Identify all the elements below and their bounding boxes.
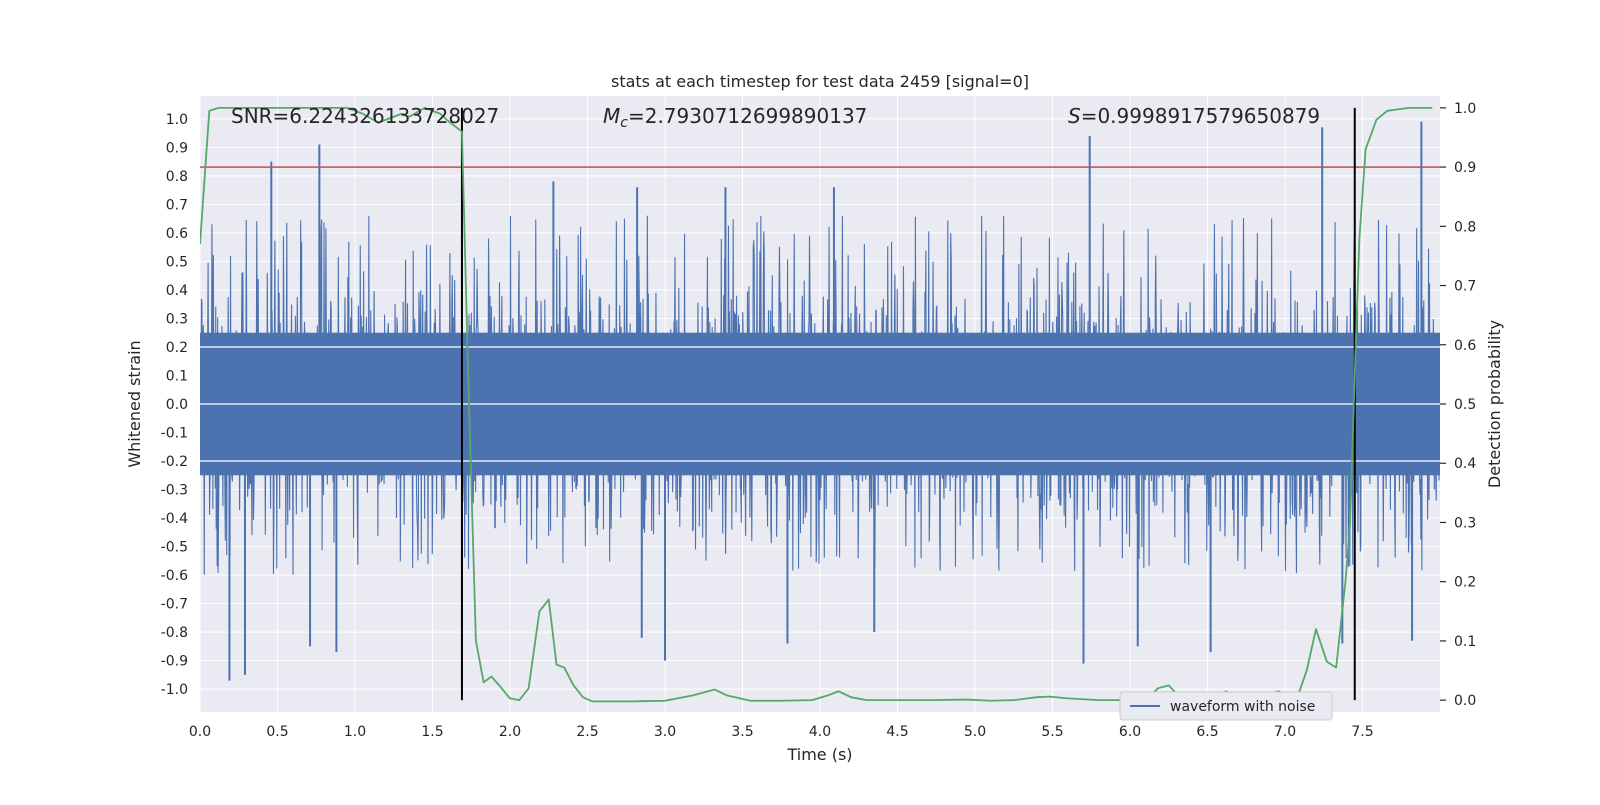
x-tick-label: 1.5: [421, 724, 443, 740]
y2-tick-label: 0.4: [1454, 456, 1476, 472]
y-tick-label: 0.5: [166, 254, 188, 270]
legend: waveform with noise: [1119, 691, 1333, 721]
snr-annotation: SNR=6.224326133728027: [231, 104, 499, 128]
s-annotation: S=0.9998917579650879: [1068, 104, 1320, 128]
y-tick-label: -0.6: [161, 568, 188, 584]
y-tick-label: -0.4: [161, 511, 188, 527]
y-tick-label: 0.8: [166, 169, 188, 185]
y2-axis-label: Detection probability: [1485, 320, 1504, 488]
y2-axis-ticks: 1.0 0.9 0.8 0.7 0.6 0.5 0.4 0.3 0.2 0.1 0.0: [1440, 101, 1476, 709]
chart-title: stats at each timestep for test data 245…: [611, 72, 1029, 91]
x-tick-label: 3.0: [654, 724, 676, 740]
y-tick-label: -0.7: [161, 597, 188, 613]
x-tick-label: 7.0: [1274, 724, 1296, 740]
y-tick-label: -1.0: [161, 682, 188, 698]
y-tick-label: -0.9: [161, 654, 188, 670]
x-tick-label: 2.0: [499, 724, 521, 740]
y2-tick-label: 0.7: [1454, 279, 1476, 295]
y2-tick-label: 0.1: [1454, 634, 1476, 650]
legend-entry-waveform: waveform with noise: [1170, 699, 1315, 715]
y-tick-label: -0.8: [161, 625, 188, 641]
chirp-mass-value: =2.7930712699890137: [628, 104, 867, 128]
y-tick-label: -0.1: [161, 426, 188, 442]
y-tick-label: 1.0: [166, 112, 188, 128]
y2-tick-label: 0.0: [1454, 693, 1476, 709]
y-tick-label: 0.9: [166, 140, 188, 156]
s-value: =0.9998917579650879: [1081, 104, 1320, 128]
legend-box: [1119, 691, 1333, 721]
x-tick-label: 0.0: [189, 724, 211, 740]
y-tick-label: 0.0: [166, 397, 188, 413]
y-tick-label: 0.3: [166, 311, 188, 327]
y-tick-label: -0.3: [161, 483, 188, 499]
y-axis-label: Whitened strain: [125, 340, 144, 467]
x-tick-label: 3.5: [731, 724, 753, 740]
y2-tick-label: 0.8: [1454, 219, 1476, 235]
x-tick-label: 4.0: [809, 724, 831, 740]
x-tick-label: 5.0: [964, 724, 986, 740]
y2-tick-label: 0.3: [1454, 515, 1476, 531]
x-axis-ticks: 0.0 0.5 1.0 1.5 2.0 2.5 3.0 3.5 4.0 4.5 5.0 5.5 6.0 6…: [189, 724, 1374, 740]
chirp-mass-subscript: c: [620, 115, 628, 131]
s-symbol: S: [1068, 104, 1081, 128]
x-tick-label: 4.5: [886, 724, 908, 740]
plot-area: [200, 106, 1440, 703]
x-tick-label: 5.5: [1041, 724, 1063, 740]
y2-tick-label: 1.0: [1454, 101, 1476, 117]
y-tick-label: 0.6: [166, 226, 188, 242]
x-tick-label: 7.5: [1351, 724, 1373, 740]
y-tick-label: 0.7: [166, 197, 188, 213]
y2-tick-label: 0.2: [1454, 575, 1476, 591]
chirp-mass-symbol: M: [603, 104, 620, 128]
x-axis-label: Time (s): [786, 745, 852, 764]
chirp-mass-annotation: Mc=2.7930712699890137: [603, 104, 867, 131]
y-axis-ticks: 1.0 0.9 0.8 0.7 0.6 0.5 0.4 0.3 0.2 0.1 0.0 -0.1 -0.…: [161, 112, 188, 698]
x-tick-label: 6.5: [1196, 724, 1218, 740]
y-tick-label: 0.4: [166, 283, 188, 299]
y-tick-label: -0.5: [161, 540, 188, 556]
x-tick-label: 6.0: [1119, 724, 1141, 740]
y-tick-label: 0.1: [166, 368, 188, 384]
y2-tick-label: 0.6: [1454, 338, 1476, 354]
y2-tick-label: 0.9: [1454, 160, 1476, 176]
y2-tick-label: 0.5: [1454, 397, 1476, 413]
y-tick-label: 0.2: [166, 340, 188, 356]
waveform-with-noise-series: [200, 121, 1440, 681]
x-tick-label: 2.5: [576, 724, 598, 740]
y-tick-label: -0.2: [161, 454, 188, 470]
x-tick-label: 1.0: [344, 724, 366, 740]
x-tick-label: 0.5: [266, 724, 288, 740]
